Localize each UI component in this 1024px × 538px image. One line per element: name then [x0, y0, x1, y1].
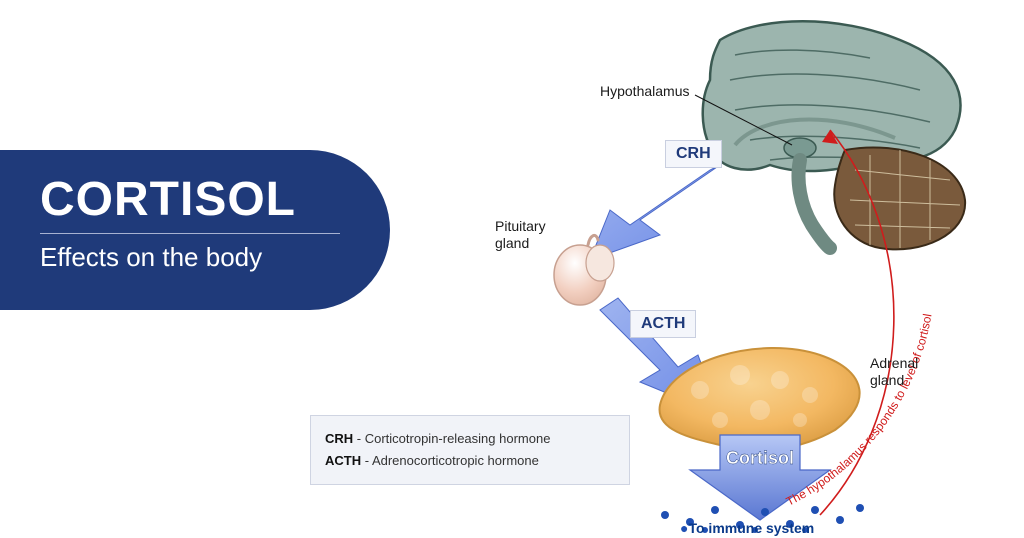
brain-icon: [703, 21, 965, 249]
legend-crh: CRH - Corticotropin-releasing hormone: [325, 428, 615, 450]
legend-acth: ACTH - Adrenocorticotropic hormone: [325, 450, 615, 472]
legend-box: CRH - Corticotropin-releasing hormone AC…: [310, 415, 630, 485]
title-main: CORTISOL: [40, 172, 350, 227]
arrow-cortisol: Cortisol: [690, 435, 830, 520]
pituitary-icon: [554, 235, 614, 305]
box-acth: ACTH: [630, 310, 696, 338]
title-pill: CORTISOL Effects on the body: [0, 150, 390, 310]
box-crh: CRH: [665, 140, 722, 168]
arrow-crh: [590, 165, 720, 260]
cortisol-label: Cortisol: [726, 448, 794, 468]
feedback-curve: The hypothalamus responds to level of co…: [784, 130, 935, 515]
label-immune: ●To immune system: [680, 520, 814, 536]
feedback-text: The hypothalamus responds to level of co…: [784, 313, 935, 509]
title-rule: [40, 233, 340, 234]
adrenal-icon: [660, 348, 860, 450]
label-pituitary: Pituitary gland: [495, 218, 546, 252]
label-adrenal: Adrenal gland: [870, 355, 918, 389]
cerebellum-icon: [834, 147, 965, 249]
title-sub: Effects on the body: [40, 242, 350, 273]
label-hypothalamus: Hypothalamus: [600, 83, 690, 100]
